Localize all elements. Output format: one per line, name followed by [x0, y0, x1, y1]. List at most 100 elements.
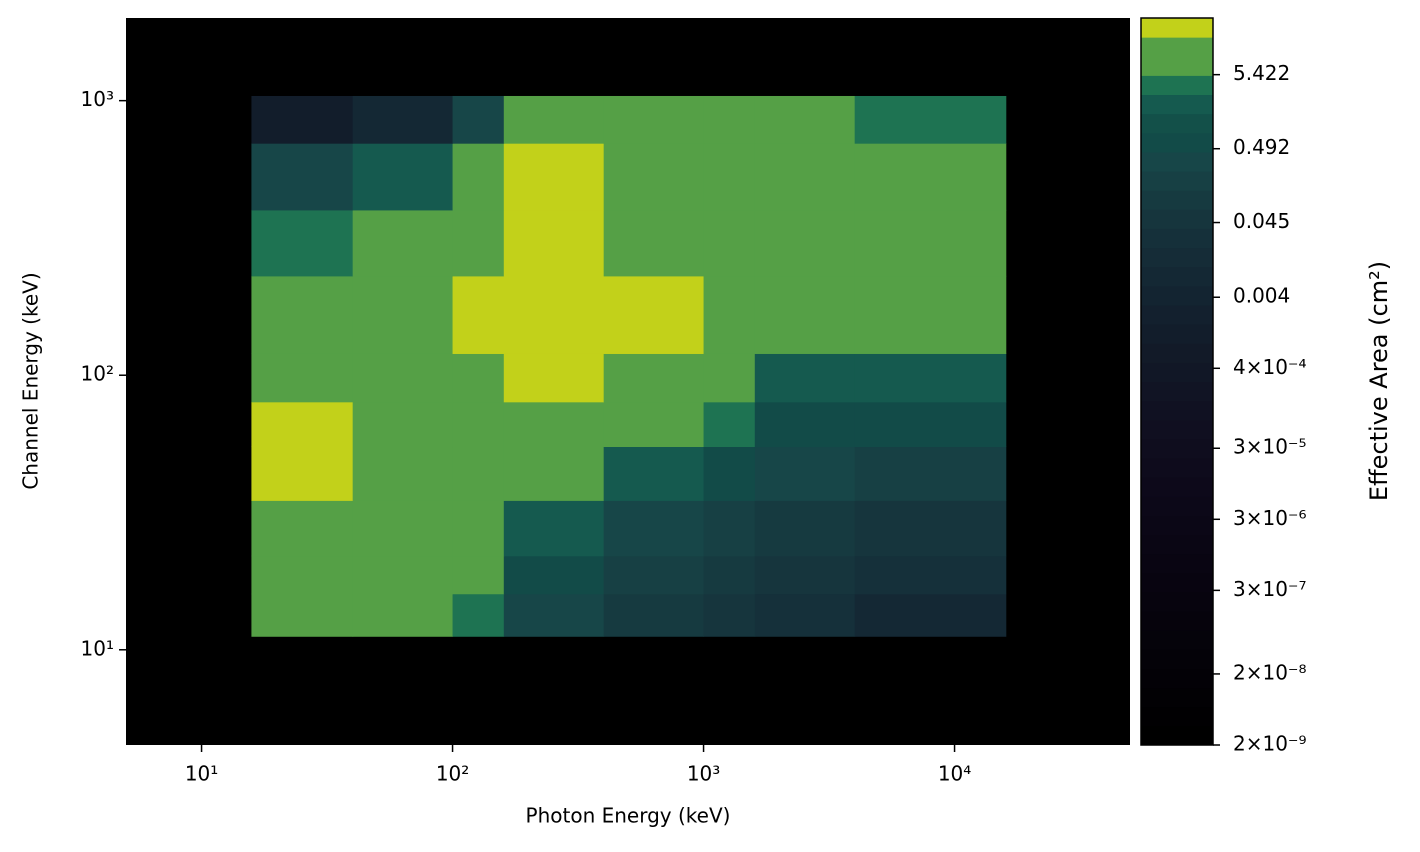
x-tick-label: 10² — [436, 762, 469, 786]
cell — [352, 275, 454, 354]
cell — [703, 593, 756, 637]
cell — [603, 446, 705, 501]
cell — [352, 209, 454, 277]
cell — [754, 446, 856, 501]
cell — [703, 275, 756, 354]
cell — [352, 500, 454, 557]
cell — [703, 500, 756, 557]
cell — [754, 275, 856, 354]
cell — [352, 446, 454, 501]
x-tick-label: 10⁴ — [938, 762, 971, 786]
cell — [503, 500, 605, 557]
cell — [452, 446, 505, 501]
colorbar-band — [1141, 266, 1213, 287]
colorbar-band — [1141, 18, 1213, 38]
colorbar-tick-label: 3×10⁻⁵ — [1233, 435, 1307, 459]
colorbar-band — [1141, 458, 1213, 478]
cell — [854, 555, 1007, 595]
cell — [754, 555, 856, 595]
colorbar-band — [1141, 477, 1213, 497]
colorbar-band — [1141, 37, 1213, 57]
cell — [603, 95, 705, 144]
cell — [854, 401, 1007, 448]
colorbar-tick-label: 0.004 — [1233, 284, 1290, 308]
cell — [503, 143, 605, 211]
cell — [503, 446, 605, 501]
colorbar-band — [1141, 630, 1213, 650]
cell — [251, 446, 354, 501]
cell — [854, 275, 1007, 354]
colorbar-band — [1141, 113, 1213, 134]
colorbar-band — [1141, 591, 1213, 612]
cell — [452, 275, 505, 354]
colorbar-band — [1141, 190, 1213, 210]
cell — [452, 401, 505, 448]
colorbar-tick-label: 4×10⁻⁴ — [1233, 355, 1307, 379]
cell — [503, 555, 605, 595]
cell — [251, 353, 354, 403]
cell — [352, 593, 454, 637]
y-tick-label: 10² — [81, 362, 114, 386]
cell — [754, 353, 856, 403]
cell — [251, 143, 354, 211]
y-tick-label: 10¹ — [81, 636, 114, 660]
colorbar-band — [1141, 151, 1213, 172]
cell — [452, 95, 505, 144]
cell — [452, 353, 505, 403]
cell — [854, 500, 1007, 557]
colorbar-band — [1141, 171, 1213, 191]
cell — [352, 555, 454, 595]
colorbar-band — [1141, 362, 1213, 382]
cell — [503, 275, 605, 354]
x-axis-label: Photon Energy (keV) — [526, 804, 731, 828]
cell — [452, 500, 505, 557]
cell — [603, 143, 705, 211]
colorbar-band — [1141, 343, 1213, 363]
colorbar-tick-label: 2×10⁻⁸ — [1233, 660, 1307, 684]
cell — [603, 353, 705, 403]
y-tick-label: 10³ — [81, 87, 114, 111]
cell — [352, 143, 454, 211]
cell — [754, 143, 856, 211]
cell — [703, 446, 756, 501]
colorbar-label: Effective Area (cm²) — [1365, 261, 1393, 501]
cell — [854, 593, 1007, 637]
colorbar-band — [1141, 285, 1213, 306]
heatmap-cells — [251, 95, 1007, 637]
colorbar-band — [1141, 324, 1213, 344]
colorbar-band — [1141, 687, 1213, 708]
cell — [452, 555, 505, 595]
cell — [754, 593, 856, 637]
cell — [754, 500, 856, 557]
cell — [503, 209, 605, 277]
colorbar-tick-label: 3×10⁻⁷ — [1233, 577, 1307, 601]
cell — [603, 593, 705, 637]
cell — [352, 95, 454, 144]
colorbar-band — [1141, 419, 1213, 440]
colorbar-band — [1141, 706, 1213, 727]
colorbar-band — [1141, 94, 1213, 115]
colorbar-band — [1141, 611, 1213, 631]
cell — [854, 209, 1007, 277]
cell — [703, 401, 756, 448]
colorbar-band — [1141, 247, 1213, 268]
cell — [452, 143, 505, 211]
cell — [251, 500, 354, 557]
cell — [703, 555, 756, 595]
colorbar-band — [1141, 572, 1213, 593]
colorbar-band — [1141, 400, 1213, 421]
x-tick-label: 10¹ — [185, 762, 218, 786]
colorbar-band — [1141, 56, 1213, 76]
cell — [854, 353, 1007, 403]
colorbar-band — [1141, 132, 1213, 153]
colorbar-band — [1141, 381, 1213, 402]
colorbar-band — [1141, 553, 1213, 574]
cell — [251, 209, 354, 277]
cell — [352, 353, 454, 403]
cell — [452, 593, 505, 637]
cell — [603, 209, 705, 277]
colorbar-band — [1141, 496, 1213, 516]
cell — [754, 209, 856, 277]
colorbar-band — [1141, 228, 1213, 249]
colorbar-band — [1141, 668, 1213, 689]
